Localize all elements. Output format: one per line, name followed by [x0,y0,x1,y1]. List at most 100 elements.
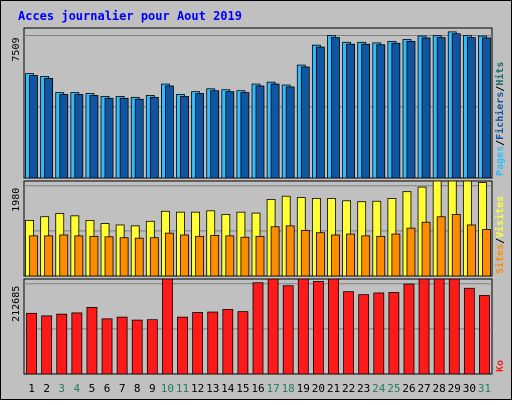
bar-ko-18 [282,285,294,375]
panel-pages-hits: 7509 Pages/Fichiers/Hits [11,27,506,179]
x-tick-label-18: 18 [282,382,295,395]
chart-title: Acces journalier pour Aout 2019 [18,9,242,23]
x-tick-label-23: 23 [357,382,370,395]
bar-sites-9 [149,237,159,277]
bar-fichiers-10 [165,85,174,179]
bar-sites-20 [315,232,325,277]
bar-fichiers-7 [119,97,129,179]
bar-fichiers-17 [270,83,280,179]
bar-ko-10 [162,278,173,375]
bar-sites-18 [285,225,295,277]
x-tick-label-20: 20 [312,382,325,395]
bar-ko-8 [131,319,143,375]
x-tick-label-5: 5 [89,382,96,395]
bar-sites-27 [421,221,431,277]
x-tick-label-13: 13 [206,382,219,395]
bar-fichiers-30 [466,37,476,179]
bar-sites-1 [29,235,38,277]
bar-fichiers-26 [406,40,416,179]
bar-ko-31 [479,295,490,375]
legend-item-visites-sites-0: Sites [494,244,506,274]
x-tick-label-26: 26 [402,382,415,395]
bar-sites-23 [361,235,371,277]
x-tick-label-25: 25 [387,382,400,395]
bar-ko-6 [101,318,113,375]
legend-item-pages-hits-4: Hits [494,62,506,86]
y-max-label-visites-sites: 1980 [11,188,22,212]
bar-ko-9 [146,319,158,375]
bar-fichiers-12 [195,93,205,179]
y-max-label-ko: 212685 [11,286,22,322]
x-tick-label-14: 14 [221,382,235,395]
y-max-label-pages-hits: 7509 [11,38,22,62]
x-tick-label-2: 2 [43,382,50,395]
bar-ko-25 [388,292,400,375]
bar-sites-19 [300,230,310,277]
bar-fichiers-14 [225,91,235,179]
bar-fichiers-25 [391,42,401,179]
bar-sites-8 [134,237,144,277]
bar-sites-30 [466,224,476,277]
bar-sites-5 [89,235,99,277]
bar-sites-10 [165,232,174,277]
x-tick-label-28: 28 [433,382,446,395]
bar-fichiers-19 [300,66,310,179]
bar-sites-2 [44,235,54,277]
bar-ko-24 [373,292,385,375]
panel-ko: 212685 Ko [11,278,506,375]
bar-sites-3 [59,234,69,277]
bar-sites-31 [482,229,491,277]
bar-sites-28 [436,216,446,277]
bar-ko-16 [252,282,264,375]
bar-sites-16 [255,235,265,277]
bar-sites-25 [391,233,401,277]
x-tick-label-24: 24 [372,382,386,395]
bar-fichiers-1 [29,75,38,179]
x-tick-label-8: 8 [134,382,141,395]
bar-sites-7 [119,237,129,277]
bar-ko-12 [192,312,204,375]
bar-ko-7 [116,316,128,375]
bar-fichiers-22 [346,43,355,179]
bar-sites-11 [180,234,189,277]
bar-ko-2 [41,315,53,375]
x-tick-label-1: 1 [28,382,35,395]
x-tick-label-30: 30 [463,382,476,395]
bar-sites-26 [406,227,416,277]
bar-ko-15 [237,311,249,375]
bar-sites-22 [346,233,355,277]
legend-item-pages-hits-2: Fichiers [494,92,506,140]
bar-ko-11 [177,316,188,375]
legend-item-visites-sites-2: Visites [494,196,506,238]
x-tick-label-16: 16 [251,382,264,395]
x-tick-label-10: 10 [161,382,174,395]
bar-sites-14 [225,235,235,277]
x-tick-label-27: 27 [417,382,430,395]
bar-fichiers-11 [180,95,189,179]
bar-ko-1 [26,312,37,375]
x-tick-label-29: 29 [448,382,461,395]
legend-pages-hits: Pages/Fichiers/Hits [494,62,506,176]
bar-fichiers-18 [285,86,295,179]
bar-sites-21 [331,234,340,277]
bar-fichiers-4 [74,94,84,179]
bar-ko-14 [222,309,234,375]
bar-ko-5 [86,306,98,375]
x-tick-label-19: 19 [297,382,310,395]
x-tick-label-15: 15 [236,382,249,395]
series-fichiers [29,33,491,179]
bar-sites-29 [451,214,461,277]
bar-ko-30 [463,287,475,375]
bar-fichiers-24 [376,44,386,179]
bar-ko-26 [403,283,415,375]
bar-ko-20 [312,281,324,375]
bar-sites-12 [195,235,205,277]
bar-fichiers-16 [255,85,265,179]
bar-fichiers-5 [89,95,99,179]
bar-ko-19 [297,278,309,375]
bar-ko-4 [71,312,83,375]
bar-fichiers-23 [361,43,371,179]
x-tick-label-11: 11 [176,382,189,395]
legend-item-pages-hits-3: / [495,86,506,92]
